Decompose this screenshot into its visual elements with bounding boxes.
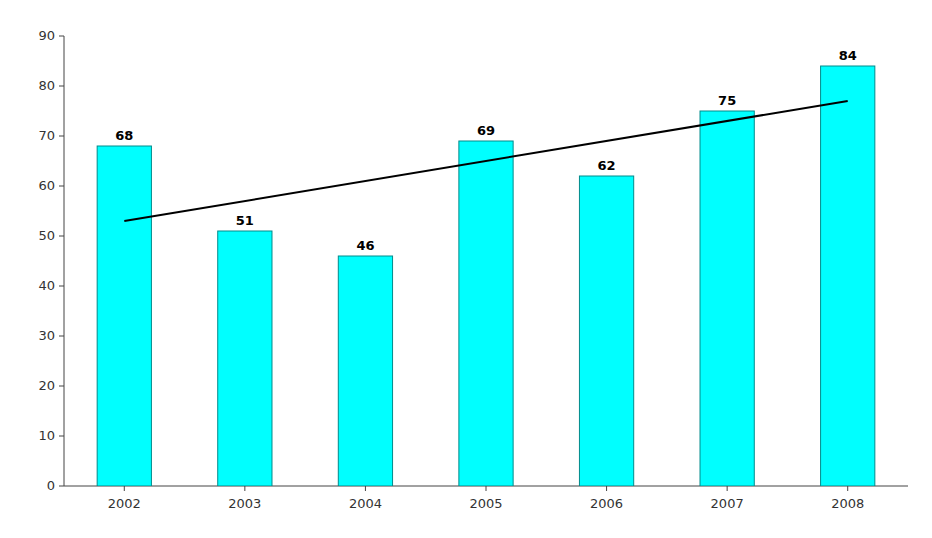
- data-label: 51: [236, 213, 254, 228]
- x-tick: [244, 486, 245, 491]
- x-tick-label: 2002: [108, 496, 141, 511]
- bar: [459, 141, 513, 486]
- bar: [218, 231, 272, 486]
- y-axis-line: [64, 36, 65, 486]
- y-tick-label: 40: [38, 278, 55, 293]
- y-tick-label: 30: [38, 328, 55, 343]
- data-label: 68: [115, 128, 133, 143]
- x-tick-label: 2008: [831, 496, 864, 511]
- y-tick-label: 10: [38, 428, 55, 443]
- x-tick-label: 2007: [711, 496, 744, 511]
- bar: [821, 66, 875, 486]
- x-tick-label: 2004: [349, 496, 382, 511]
- bar: [579, 176, 633, 486]
- data-label: 75: [718, 93, 736, 108]
- data-label: 69: [477, 123, 495, 138]
- trendline: [124, 101, 847, 221]
- y-tick-label: 80: [38, 78, 55, 93]
- y-tick: [59, 236, 64, 237]
- chart-container: 0 10 20 30 40 50 60 70 80 90 2002 2003 2004 2005 2006 2…: [0, 0, 932, 538]
- y-tick: [59, 86, 64, 87]
- y-tick-label: 70: [38, 128, 55, 143]
- x-tick: [124, 486, 125, 491]
- y-tick: [59, 136, 64, 137]
- y-tick-label: 50: [38, 228, 55, 243]
- y-tick-label: 0: [47, 478, 55, 493]
- x-tick: [727, 486, 728, 491]
- y-tick: [59, 36, 64, 37]
- data-label: 84: [839, 48, 857, 63]
- x-tick-label: 2003: [228, 496, 261, 511]
- y-tick: [59, 336, 64, 337]
- data-label: 46: [356, 238, 374, 253]
- y-tick: [59, 436, 64, 437]
- data-label: 62: [598, 158, 616, 173]
- x-tick: [365, 486, 366, 491]
- y-tick-label: 20: [38, 378, 55, 393]
- x-tick: [486, 486, 487, 491]
- x-tick-label: 2006: [590, 496, 623, 511]
- y-tick: [59, 186, 64, 187]
- x-tick-label: 2005: [469, 496, 502, 511]
- y-tick-label: 60: [38, 178, 55, 193]
- bar: [700, 111, 754, 486]
- x-tick: [606, 486, 607, 491]
- bar: [338, 256, 392, 486]
- plot-area: [97, 66, 875, 486]
- bar: [97, 146, 151, 486]
- y-tick: [59, 486, 64, 487]
- chart: 0 10 20 30 40 50 60 70 80 90 2002 2003 2004 2005 2006 2…: [0, 0, 932, 538]
- y-tick: [59, 286, 64, 287]
- x-tick: [847, 486, 848, 491]
- y-tick-label: 90: [38, 28, 55, 43]
- y-tick: [59, 386, 64, 387]
